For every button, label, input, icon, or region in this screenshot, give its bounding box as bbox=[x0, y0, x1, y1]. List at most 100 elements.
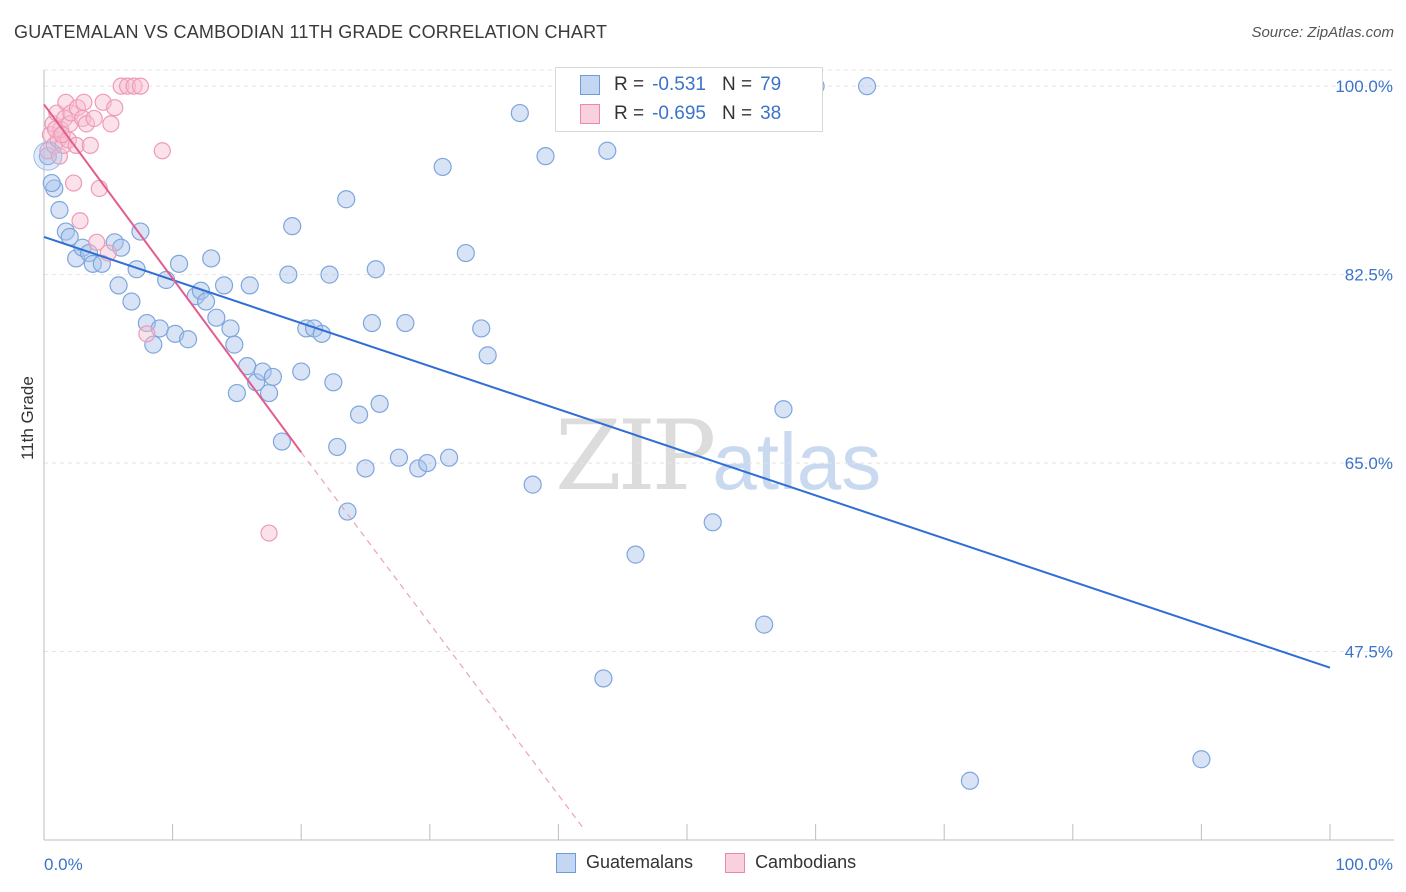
point-guatemalans bbox=[227, 383, 246, 403]
point-guatemalans bbox=[439, 448, 459, 467]
legend-r-label: R = bbox=[614, 74, 645, 95]
point-guatemalans bbox=[144, 335, 163, 354]
point-guatemalans bbox=[202, 249, 221, 268]
point-guatemalans bbox=[857, 77, 877, 96]
trend-line-cambodians-extension bbox=[300, 451, 585, 830]
watermark-atlas: atlas bbox=[712, 417, 882, 506]
point-guatemalans bbox=[292, 362, 311, 381]
point-guatemalans bbox=[366, 260, 385, 279]
watermark: ZIPatlas bbox=[555, 400, 881, 512]
legend-r-value: -0.695 bbox=[652, 103, 706, 124]
point-cambodians bbox=[85, 109, 103, 128]
point-guatemalans bbox=[626, 545, 645, 564]
point-guatemalans bbox=[409, 459, 428, 478]
point-guatemalans bbox=[42, 173, 61, 193]
y-tick-label: 100.0% bbox=[1335, 77, 1393, 96]
point-cambodians bbox=[118, 77, 137, 95]
point-guatemalans bbox=[418, 453, 437, 473]
point-guatemalans bbox=[755, 615, 774, 634]
point-guatemalans bbox=[472, 319, 491, 338]
point-guatemalans bbox=[178, 330, 198, 349]
legend-row-cambodians: R = -0.695 N = 38 bbox=[580, 102, 781, 126]
stats-legend: R = -0.531 N = 79 R = -0.695 N = 38 bbox=[555, 67, 823, 132]
y-tick-label: 47.5% bbox=[1345, 643, 1393, 662]
point-guatemalans bbox=[191, 281, 210, 300]
series-swatch-cambodians bbox=[725, 852, 746, 873]
point-guatemalans bbox=[320, 265, 339, 284]
point-guatemalans bbox=[774, 400, 793, 419]
point-cambodians bbox=[138, 325, 156, 343]
series-legend-cambodians[interactable]: Cambodians bbox=[725, 852, 856, 873]
point-guatemalans bbox=[478, 346, 497, 365]
point-cambodians bbox=[102, 115, 120, 133]
legend-n-label: N = bbox=[721, 74, 753, 95]
trend-line-guatemalans bbox=[43, 235, 1331, 669]
point-guatemalans bbox=[594, 669, 613, 688]
point-cambodians bbox=[125, 77, 143, 95]
point-cambodians bbox=[260, 524, 278, 542]
point-guatemalans bbox=[362, 313, 382, 333]
point-guatemalans bbox=[122, 292, 141, 311]
point-guatemalans bbox=[225, 335, 244, 354]
series-swatch-guatemalans bbox=[556, 852, 576, 873]
point-guatemalans bbox=[259, 383, 279, 403]
x-tick-label: 100.0% bbox=[1335, 855, 1393, 874]
y-tick-label: 82.5% bbox=[1345, 266, 1393, 285]
trend-line-cambodians bbox=[43, 103, 303, 453]
point-guatemalans bbox=[960, 771, 980, 790]
legend-n-value: 79 bbox=[760, 74, 782, 95]
point-cluster bbox=[33, 141, 63, 171]
point-guatemalans bbox=[127, 260, 146, 279]
point-guatemalans bbox=[328, 437, 347, 457]
point-cambodians bbox=[112, 77, 130, 95]
point-cambodians bbox=[81, 136, 99, 154]
point-cambodians bbox=[53, 126, 71, 144]
legend-n-value: 38 bbox=[760, 103, 782, 124]
point-guatemalans bbox=[356, 459, 375, 478]
point-guatemalans bbox=[1192, 750, 1211, 769]
point-guatemalans bbox=[370, 394, 389, 413]
point-guatemalans bbox=[214, 276, 234, 295]
point-cambodians bbox=[153, 142, 171, 160]
point-guatemalans bbox=[349, 405, 369, 424]
point-guatemalans bbox=[337, 190, 356, 209]
series-legend-guatemalans[interactable]: Guatemalans bbox=[556, 852, 693, 873]
point-guatemalans bbox=[396, 313, 415, 333]
point-guatemalans bbox=[279, 265, 298, 284]
point-guatemalans bbox=[433, 157, 452, 177]
point-guatemalans bbox=[112, 238, 131, 257]
point-guatemalans bbox=[109, 276, 128, 295]
point-guatemalans bbox=[50, 200, 69, 220]
point-guatemalans bbox=[196, 292, 216, 311]
point-cambodians bbox=[106, 99, 124, 117]
point-guatemalans bbox=[207, 308, 226, 327]
point-guatemalans bbox=[703, 513, 722, 532]
point-guatemalans bbox=[240, 276, 259, 295]
series-legend: Guatemalans Cambodians bbox=[556, 852, 888, 873]
point-guatemalans bbox=[253, 362, 272, 381]
point-guatemalans bbox=[272, 432, 292, 451]
point-guatemalans bbox=[283, 217, 302, 236]
point-cambodians bbox=[131, 77, 150, 95]
point-cambodians bbox=[75, 93, 93, 111]
watermark-zip: ZIP bbox=[555, 400, 716, 512]
x-tick-label: 0.0% bbox=[44, 855, 83, 874]
legend-swatch-guatemalans bbox=[580, 75, 600, 95]
chart-title: GUATEMALAN VS CAMBODIAN 11TH GRADE CORRE… bbox=[14, 22, 608, 42]
point-guatemalans bbox=[221, 319, 240, 338]
series-label-guatemalans: Guatemalans bbox=[586, 852, 694, 872]
point-guatemalans bbox=[598, 141, 617, 160]
point-cambodians bbox=[88, 233, 106, 251]
point-guatemalans bbox=[510, 103, 529, 123]
point-guatemalans bbox=[456, 243, 475, 263]
legend-r-value: -0.531 bbox=[652, 74, 706, 95]
point-cambodians bbox=[64, 174, 83, 192]
y-tick-label: 65.0% bbox=[1345, 454, 1393, 473]
point-guatemalans bbox=[169, 254, 189, 273]
legend-row-guatemalans: R = -0.531 N = 79 bbox=[580, 73, 781, 97]
point-guatemalans bbox=[389, 448, 409, 467]
legend-n-label: N = bbox=[721, 103, 753, 124]
point-guatemalans bbox=[523, 475, 542, 494]
chart-source: Source: ZipAtlas.com bbox=[1251, 24, 1394, 41]
